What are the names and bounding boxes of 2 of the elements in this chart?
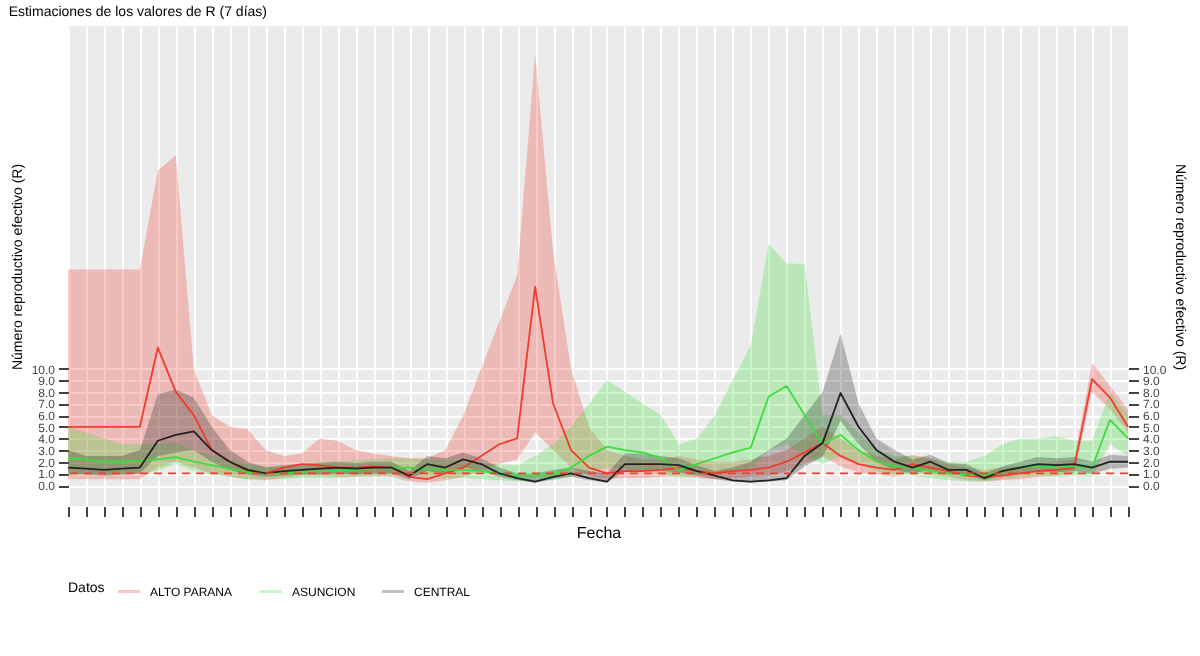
x-axis-title: Fecha	[576, 524, 623, 542]
line-series	[67, 286, 1129, 481]
